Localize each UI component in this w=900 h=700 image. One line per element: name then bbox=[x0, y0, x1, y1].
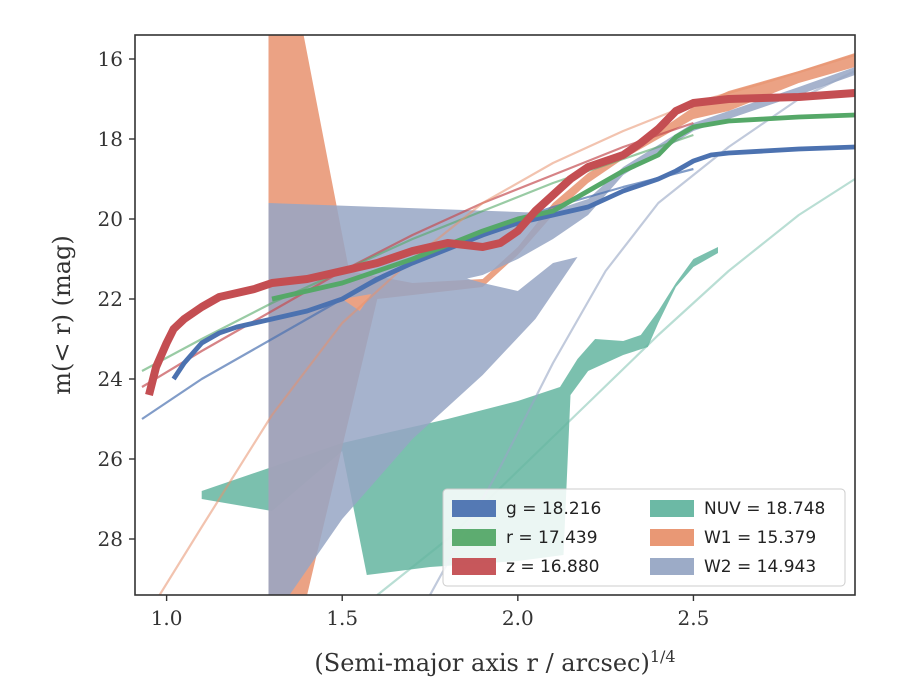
legend-label-W1: W1 = 15.379 bbox=[704, 528, 816, 548]
y-tick-label: 18 bbox=[98, 127, 123, 151]
legend-label-z: z = 16.880 bbox=[506, 557, 599, 577]
series-line-z bbox=[145, 89, 855, 396]
x-axis-label: (Semi-major axis r / arcsec)1/4 bbox=[314, 647, 675, 677]
legend-label-r: r = 17.439 bbox=[506, 528, 598, 548]
legend: g = 18.216 r = 17.439 z = 16.880 NUV = 18.7… bbox=[442, 488, 846, 587]
series-line-layer bbox=[145, 89, 855, 396]
legend-label-g: g = 18.216 bbox=[506, 499, 601, 519]
x-tick-label: 2.0 bbox=[502, 606, 534, 630]
model-curve-z-model bbox=[141, 121, 694, 388]
x-tick-label: 1.5 bbox=[326, 606, 358, 630]
series-line-g bbox=[171, 144, 855, 381]
legend-box bbox=[442, 488, 846, 587]
x-axis-label-exponent: 1/4 bbox=[650, 647, 676, 666]
y-tick-label: 16 bbox=[98, 47, 123, 71]
series-band-NUV bbox=[201, 247, 718, 595]
x-axis-label-main: (Semi-major axis r / arcsec) bbox=[314, 649, 649, 677]
x-tick-label: 2.5 bbox=[678, 606, 710, 630]
series-band-W2 bbox=[268, 67, 855, 595]
legend-swatch-z bbox=[452, 558, 496, 575]
y-tick-label: 28 bbox=[98, 527, 123, 551]
tick-layer: 1.0 1.5 2.0 2.5 16 18 20 22 24 26 28 bbox=[98, 47, 710, 630]
legend-swatch-r bbox=[452, 529, 496, 546]
legend-swatch-g bbox=[452, 500, 496, 517]
legend-label-W2: W2 = 14.943 bbox=[704, 557, 816, 577]
y-axis-label: m(< r) (mag) bbox=[48, 235, 76, 394]
model-curve-W2-model bbox=[429, 70, 855, 595]
y-tick-label: 26 bbox=[98, 447, 123, 471]
x-tick-label: 1.0 bbox=[151, 606, 183, 630]
legend-swatch-NUV bbox=[650, 500, 694, 517]
y-tick-label: 22 bbox=[98, 287, 123, 311]
legend-swatch-W2 bbox=[650, 558, 694, 575]
plot-frame bbox=[134, 34, 856, 596]
y-tick-label: 24 bbox=[98, 367, 123, 391]
legend-swatch-W1 bbox=[650, 529, 694, 546]
legend-label-NUV: NUV = 18.748 bbox=[704, 499, 825, 519]
y-tick-label: 20 bbox=[98, 207, 123, 231]
band-layer bbox=[201, 35, 855, 595]
